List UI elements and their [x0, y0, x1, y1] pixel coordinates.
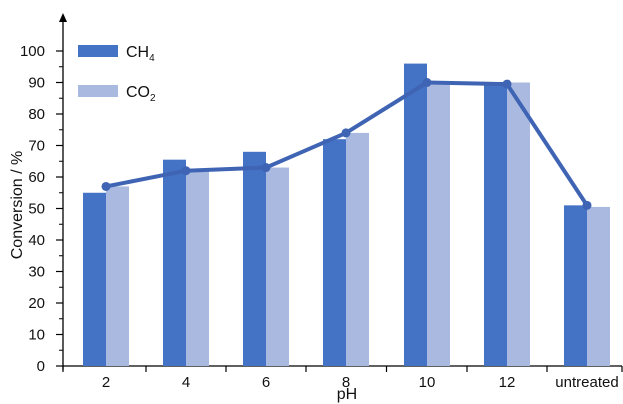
- trend-point-6: [261, 163, 271, 173]
- y-tick-label-60: 60: [28, 169, 45, 186]
- legend-swatch-co2: [78, 85, 118, 97]
- bar-co2-8: [346, 132, 369, 366]
- x-tick-label-untreated: untreated: [555, 374, 618, 391]
- bar-co2-2: [106, 186, 129, 366]
- bars: [83, 63, 610, 366]
- legend-swatch-ch4: [78, 45, 118, 57]
- y-tick-label-100: 100: [20, 43, 45, 60]
- y-tick-label-0: 0: [37, 358, 45, 375]
- y-tick-label-30: 30: [28, 264, 45, 281]
- x-tick-label-12: 12: [499, 374, 516, 391]
- bar-ch4-2: [83, 192, 106, 366]
- x-axis-title: pH: [337, 386, 357, 403]
- trend-line-group: [101, 78, 592, 210]
- trend-point-8: [341, 128, 351, 138]
- y-axis-title: Conversion / %: [9, 151, 26, 260]
- trend-point-10: [422, 78, 432, 87]
- x-tick-label-8: 8: [342, 374, 350, 391]
- x-tick-label-4: 4: [182, 374, 190, 391]
- y-tick-label-40: 40: [28, 232, 45, 249]
- x-tick-label-6: 6: [262, 374, 270, 391]
- bar-ch4-untreated: [564, 205, 587, 366]
- trend-point-4: [181, 166, 191, 176]
- y-axis-arrowhead: [59, 13, 67, 22]
- trend-point-12: [502, 79, 512, 89]
- bar-ch4-8: [323, 139, 346, 366]
- x-tick-label-2: 2: [102, 374, 110, 391]
- legend-label-ch4: CH4: [126, 44, 155, 64]
- bar-ch4-12: [484, 84, 507, 366]
- bar-ch4-4: [163, 159, 186, 366]
- bar-co2-10: [427, 82, 450, 366]
- bar-ch4-10: [404, 63, 427, 366]
- x-tick-label-10: 10: [419, 374, 436, 391]
- y-tick-label-10: 10: [28, 327, 45, 344]
- y-tick-label-90: 90: [28, 75, 45, 92]
- legend: CH4 CO2: [78, 44, 156, 104]
- ticks: 0 10 20 30 40 50 60 70 80 90 100 2 4 6 8 10 12 untreated: [20, 43, 623, 391]
- bar-co2-6: [266, 167, 289, 366]
- trend-point-2: [101, 181, 111, 191]
- y-tick-label-70: 70: [28, 138, 45, 155]
- trend-point-untreated: [582, 200, 592, 210]
- y-tick-label-50: 50: [28, 201, 45, 218]
- bar-ch4-6: [243, 151, 266, 366]
- legend-label-co2: CO2: [126, 84, 156, 104]
- bar-co2-4: [186, 170, 209, 366]
- y-tick-label-20: 20: [28, 295, 45, 312]
- bar-co2-12: [507, 82, 530, 366]
- y-tick-label-80: 80: [28, 106, 45, 123]
- bar-co2-untreated: [587, 206, 610, 366]
